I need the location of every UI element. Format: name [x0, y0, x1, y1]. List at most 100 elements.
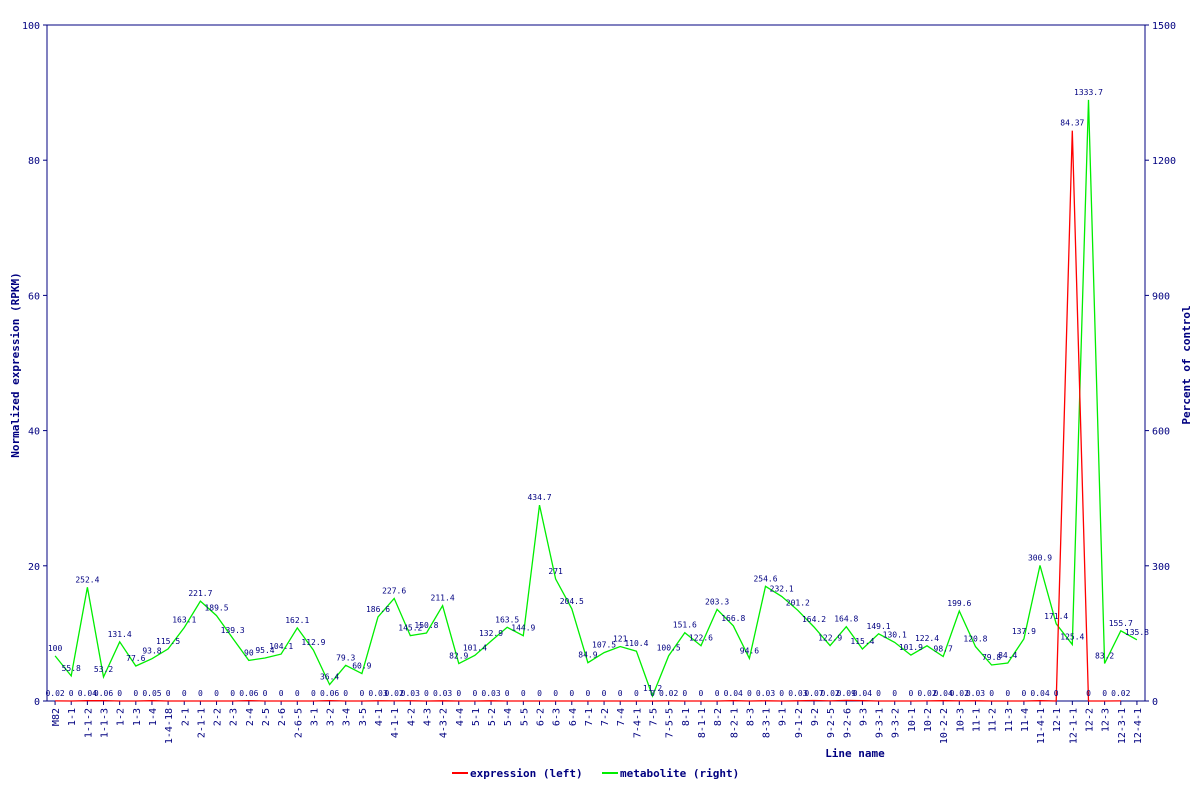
- x-tick-label: 7-4-1: [632, 708, 643, 738]
- data-label-metabolite: 90: [244, 648, 254, 657]
- data-label-expression: 0: [989, 689, 994, 698]
- data-label-metabolite: 201.2: [786, 598, 810, 607]
- data-label-metabolite: 94.6: [740, 646, 759, 655]
- data-label-metabolite: 101.4: [463, 643, 487, 652]
- x-tick-label: 11-1: [971, 708, 982, 732]
- x-tick-label: 2-5: [261, 708, 272, 726]
- y-right-tick-label: 1200: [1152, 156, 1176, 167]
- x-tick-label: 12-1: [1052, 708, 1063, 732]
- data-label-expression: 0.04: [853, 689, 872, 698]
- x-tick-label: 8-1-1: [697, 708, 708, 738]
- y-right-tick-label: 0: [1152, 697, 1158, 708]
- data-label-metabolite: 203.3: [705, 597, 729, 606]
- data-label-metabolite: 93.8: [142, 647, 161, 656]
- data-label-expression: 0: [214, 689, 219, 698]
- x-tick-label: 8-3: [745, 708, 756, 726]
- x-tick-label: 11-2: [988, 708, 999, 732]
- data-label-expression: 0.02: [1111, 689, 1130, 698]
- x-tick-label: 11-4-1: [1036, 708, 1047, 744]
- series-line-metabolite: [54, 99, 1138, 698]
- data-label-expression: 0.02: [659, 689, 678, 698]
- x-tick-label: 1-4-18: [164, 708, 175, 744]
- data-label-expression: 0: [715, 689, 720, 698]
- x-tick-label: 7-5-5: [665, 708, 676, 738]
- data-label-expression: 0.05: [142, 689, 161, 698]
- data-label-metabolite: 107.5: [592, 641, 616, 650]
- data-label-metabolite: 95.4: [255, 646, 274, 655]
- data-label-expression: 0.04: [724, 689, 743, 698]
- data-label-expression: 0: [537, 689, 542, 698]
- data-label-metabolite: 60.9: [352, 662, 371, 671]
- data-label-metabolite: 36.4: [320, 673, 339, 682]
- data-label-metabolite: 150.8: [414, 621, 438, 630]
- x-tick-label: 7-2: [600, 708, 611, 726]
- x-tick-label: 6-3: [552, 708, 563, 726]
- data-label-metabolite: 1333.7: [1074, 88, 1103, 97]
- x-tick-label: 1-2: [116, 708, 127, 726]
- x-tick-label: 9-1: [778, 708, 789, 726]
- y-left-tick-label: 100: [22, 21, 40, 32]
- y-axis-right-title: Percent of control: [1180, 305, 1193, 424]
- x-tick-label: 10-2: [923, 708, 934, 732]
- data-label-metabolite: 211.4: [431, 594, 455, 603]
- data-label-expression: 0: [424, 689, 429, 698]
- x-tick-label: 1-3: [132, 708, 143, 726]
- data-label-expression: 0: [198, 689, 203, 698]
- y-right-tick-label: 600: [1152, 427, 1170, 438]
- x-tick-label: 4-3-2: [439, 708, 450, 738]
- data-label-expression: 0: [230, 689, 235, 698]
- data-label-metabolite: 434.7: [527, 493, 551, 502]
- x-tick-label: 3-1: [309, 708, 320, 726]
- data-label-metabolite: 112.9: [301, 638, 325, 647]
- x-axis-title: Line name: [825, 747, 885, 760]
- data-label-metabolite: 144.9: [511, 624, 535, 633]
- data-label-expression: 0: [1054, 689, 1059, 698]
- data-label-metabolite: 11.2: [643, 684, 662, 693]
- data-label-expression: 0.06: [320, 689, 339, 698]
- x-tick-label: 3-2: [326, 708, 337, 726]
- data-label-expression: 0: [182, 689, 187, 698]
- x-tick-label: 8-2-1: [729, 708, 740, 738]
- x-tick-label: 4-3: [422, 708, 433, 726]
- data-label-metabolite: 84.4: [998, 651, 1017, 660]
- y-right-tick-label: 900: [1152, 291, 1170, 302]
- data-label-metabolite: 115.4: [850, 637, 874, 646]
- data-label-expression: 0.03: [368, 689, 387, 698]
- x-tick-label: 5-2: [487, 708, 498, 726]
- data-label-metabolite: 132.9: [479, 629, 503, 638]
- x-tick-label: 4-1-1: [390, 708, 401, 738]
- data-label-metabolite: 121: [613, 634, 628, 643]
- x-tick-label: 5-4: [503, 708, 514, 726]
- data-label-metabolite: 227.6: [382, 586, 406, 595]
- x-tick-label: 4-1: [374, 708, 385, 726]
- y-left-tick-label: 80: [28, 156, 40, 167]
- data-label-metabolite: 131.4: [108, 630, 132, 639]
- data-label-metabolite: 79.8: [982, 653, 1001, 662]
- data-label-expression: 0: [1102, 689, 1107, 698]
- data-label-metabolite: 82.9: [449, 652, 468, 661]
- data-label-expression: 0: [747, 689, 752, 698]
- data-label-expression: 0.04: [78, 689, 97, 698]
- data-label-metabolite: 84.9: [578, 651, 597, 660]
- x-tick-label: 9-3: [858, 708, 869, 726]
- legend: expression (left) metabolite (right): [452, 767, 739, 780]
- data-label-expression: 0: [133, 689, 138, 698]
- data-label-expression: 0: [263, 689, 268, 698]
- x-tick-label: 5-1: [471, 708, 482, 726]
- data-label-metabolite: 186.6: [366, 605, 390, 614]
- x-tick-label: 10-3: [955, 708, 966, 732]
- data-label-metabolite: 130.1: [883, 630, 907, 639]
- data-label-metabolite: 122.9: [818, 634, 842, 643]
- data-label-expression: 0.06: [239, 689, 258, 698]
- data-label-expression: 0: [505, 689, 510, 698]
- data-label-metabolite: 166.8: [721, 614, 745, 623]
- data-label-expression: 0.02: [820, 689, 839, 698]
- data-label-expression: 0: [521, 689, 526, 698]
- data-label-expression: 0: [69, 689, 74, 698]
- x-tick-label: 2-1-1: [196, 708, 207, 738]
- data-label-expression: 0: [569, 689, 574, 698]
- series-lines-layer: [54, 99, 1138, 702]
- data-label-expression: 0: [553, 689, 558, 698]
